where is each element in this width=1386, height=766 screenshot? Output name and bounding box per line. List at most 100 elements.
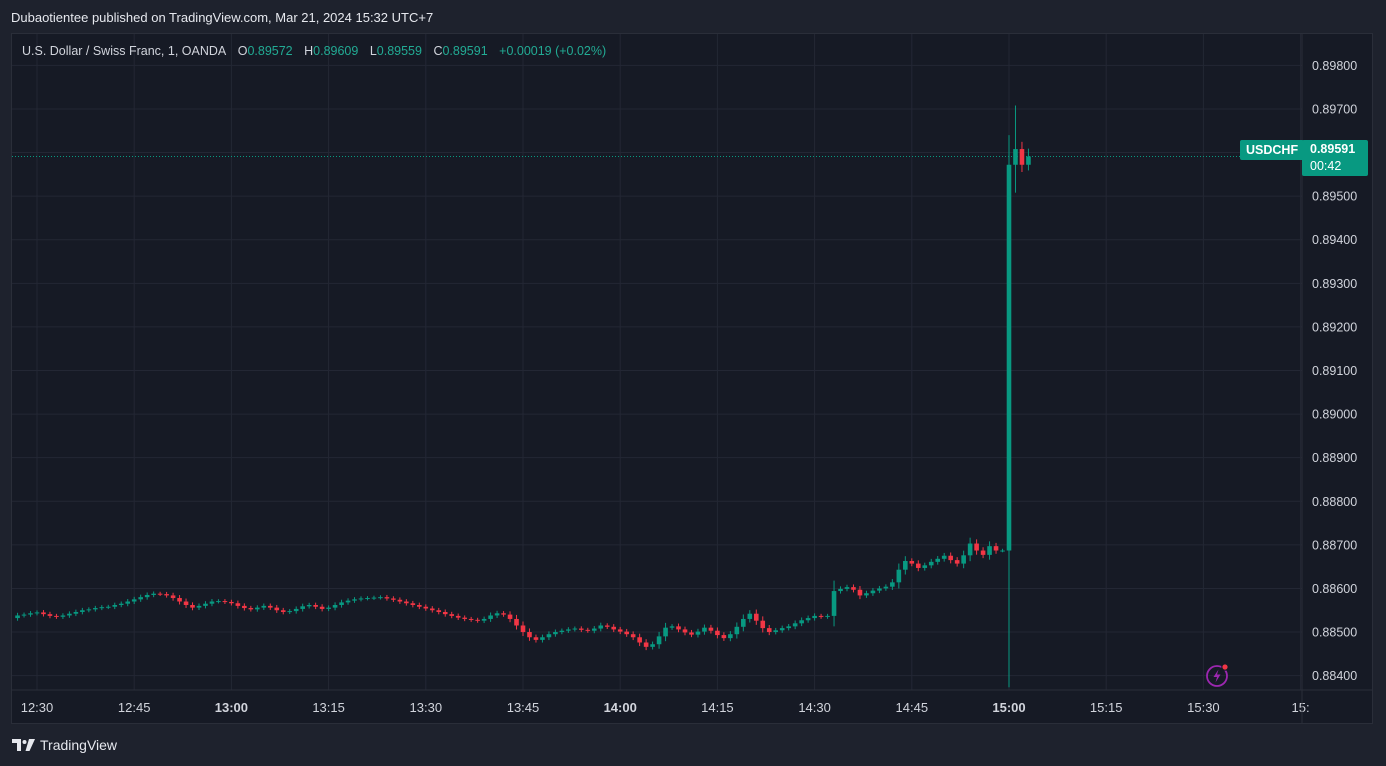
candle[interactable] [857,586,863,600]
candle[interactable] [481,616,487,624]
candle[interactable] [831,580,837,627]
candle[interactable] [196,603,202,610]
candle[interactable] [948,552,953,564]
candle[interactable] [669,624,675,630]
candle[interactable] [164,591,169,598]
candle[interactable] [676,623,681,633]
candle[interactable] [779,625,785,633]
candle[interactable] [747,610,753,623]
candle[interactable] [546,631,552,641]
candle[interactable] [773,627,779,635]
candle[interactable] [591,626,597,634]
candle[interactable] [423,604,429,611]
candle[interactable] [352,597,357,603]
candle[interactable] [708,624,714,634]
candle[interactable] [980,547,986,559]
candle[interactable] [190,602,195,611]
candle[interactable] [384,594,390,601]
candle[interactable] [280,607,286,615]
candle[interactable] [54,613,59,619]
candle[interactable] [786,624,791,631]
candle[interactable] [203,601,208,609]
candle[interactable] [915,560,921,572]
candle[interactable] [928,558,934,569]
candle[interactable] [345,598,351,605]
candle[interactable] [682,626,688,636]
candle[interactable] [216,599,221,604]
candle[interactable] [656,631,662,649]
candle[interactable] [313,602,318,610]
candle[interactable] [514,614,519,630]
candle[interactable] [805,615,811,623]
candle[interactable] [967,537,973,562]
candle[interactable] [475,617,480,623]
candle[interactable] [144,592,150,600]
candle[interactable] [429,606,435,613]
candle[interactable] [274,604,280,613]
candle[interactable] [760,616,766,633]
candle[interactable] [300,603,305,612]
candle[interactable] [637,633,642,647]
candle[interactable] [883,584,889,591]
candle[interactable] [630,631,636,641]
candle[interactable] [903,556,908,575]
candle[interactable] [436,607,442,615]
candle[interactable] [533,634,539,643]
candle[interactable] [248,605,254,612]
candle[interactable] [397,597,403,604]
candle[interactable] [987,541,992,560]
candle[interactable] [118,601,124,608]
candle[interactable] [844,584,850,592]
candle[interactable] [922,562,928,571]
candle[interactable] [974,539,979,555]
candle[interactable] [935,555,941,565]
candle[interactable] [799,617,804,627]
candle[interactable] [604,623,610,629]
candle[interactable] [507,611,513,623]
candle[interactable] [1013,105,1018,193]
candle[interactable] [417,602,422,610]
candle[interactable] [170,592,176,601]
candle[interactable] [896,563,902,589]
candle[interactable] [80,607,85,615]
candle[interactable] [501,611,506,617]
candle[interactable] [267,603,273,610]
candle[interactable] [293,606,299,614]
chart-pane[interactable] [11,33,1373,724]
candle[interactable] [326,605,331,612]
candle[interactable] [391,596,396,602]
lightning-bolt-icon[interactable] [1205,662,1231,688]
candle[interactable] [125,599,131,607]
candle[interactable] [579,626,584,633]
candle[interactable] [818,613,824,619]
candle[interactable] [358,596,364,602]
candle[interactable] [494,610,500,618]
candle[interactable] [838,586,843,594]
candle[interactable] [255,605,260,612]
candle[interactable] [572,626,578,632]
symbol-title[interactable]: U.S. Dollar / Swiss Franc, 1, OANDA [22,44,227,58]
candle[interactable] [235,600,241,609]
candle[interactable] [559,628,565,635]
candle[interactable] [566,627,571,633]
candle[interactable] [28,611,33,617]
candle[interactable] [721,632,727,641]
candle[interactable] [650,641,655,650]
candle[interactable] [527,628,532,641]
candle[interactable] [890,579,895,590]
candle[interactable] [611,624,617,633]
candle[interactable] [753,609,759,625]
candle[interactable] [105,604,111,610]
candle[interactable] [99,605,105,611]
candle[interactable] [624,628,629,637]
tradingview-brand[interactable]: TradingView [12,737,117,753]
candle[interactable] [67,611,72,618]
candle[interactable] [689,629,694,638]
candle[interactable] [825,613,830,619]
candle[interactable] [287,609,293,615]
candle[interactable] [365,596,370,601]
candle[interactable] [961,550,966,569]
candle[interactable] [728,631,733,642]
candle[interactable] [449,611,455,619]
candle[interactable] [954,557,960,567]
